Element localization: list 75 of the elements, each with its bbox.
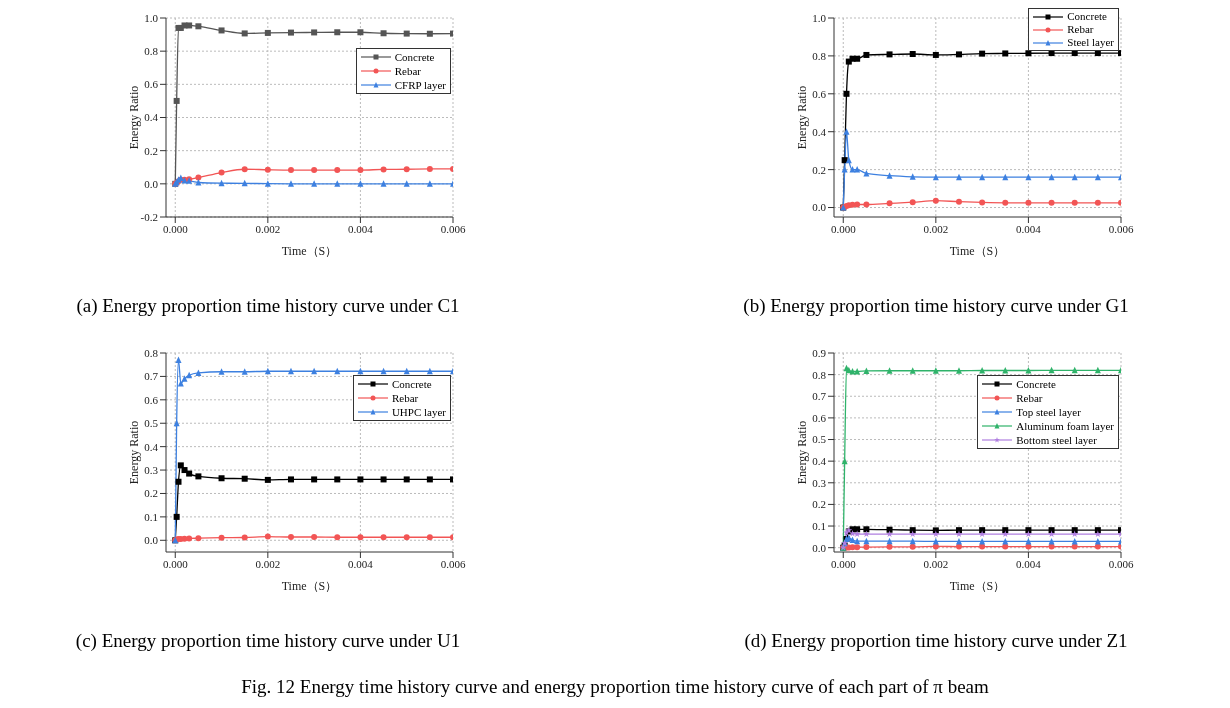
legend-label: Rebar [1016,391,1043,405]
legend-label: Rebar [394,64,422,78]
y-axis-title: Energy Ratio [795,85,810,150]
y-tick-label: 0.6 [144,393,159,406]
x-tick-label: 0.004 [1016,557,1042,570]
x-tick-label: 0.004 [1016,222,1042,235]
y-tick-label: 0.8 [144,45,159,58]
text: (b) Energy proportion time history curve under G1 [742,295,1130,317]
y-tick-label: 0.5 [812,433,827,446]
y-axis-title: Energy Ratio [127,85,142,150]
y-axis-title: Energy Ratio [795,420,810,485]
y-tick-label: 0.4 [812,455,827,468]
x-tick-label: 0.004 [348,557,374,570]
y-tick-label: 0.2 [144,144,158,157]
y-tick-label: 0.0 [144,177,159,190]
x-tick-label: 0.006 [1108,222,1134,235]
legend-label: UHPC layer [391,405,446,419]
legend-label: CFRP layer [394,78,446,92]
x-tick-label: 0.000 [830,557,857,570]
legend-label: Concrete [1067,10,1107,23]
x-tick-label: 0.000 [162,222,189,235]
legend-label: Concrete [391,377,432,391]
y-tick-label: 0.4 [812,125,827,138]
legend-label: Concrete [1016,377,1056,391]
text: (d) Energy proportion time history curve under Z1 [743,630,1129,652]
legend-label: Bottom steel layer [1016,433,1097,447]
y-tick-label: 0.1 [144,510,158,523]
x-tick-label: 0.002 [255,222,281,235]
y-tick-label: 0.6 [812,87,827,100]
y-tick-label: 0.6 [144,78,159,91]
x-axis-title: Time（S） [281,579,338,593]
y-tick-label: 0.1 [812,519,826,532]
y-tick-label: 0.9 [812,346,827,359]
legend-label: Aluminum foam layer [1016,419,1114,433]
y-axis-title: Energy Ratio [127,420,142,485]
legend-label: Steel layer [1067,36,1114,49]
y-tick-label: 0.8 [812,49,827,62]
y-tick-label: 0.7 [812,390,827,403]
legend-label: Rebar [1067,23,1094,36]
y-tick-label: 0.0 [144,534,159,547]
text: (a) Energy proportion time history curve under C1 [75,295,461,317]
y-tick-label: 0.6 [812,411,827,424]
y-tick-label: 0.0 [812,201,827,214]
x-tick-label: 0.002 [255,557,281,570]
x-tick-label: 0.000 [162,557,189,570]
y-tick-label: 0.2 [144,487,158,500]
caption: Fig. 12 Energy time history curve and energy proportion time history curve of each part of π beam [240,676,990,698]
y-tick-label: 0.7 [144,370,159,383]
x-tick-label: 0.006 [1108,557,1134,570]
x-axis-title: Time（S） [949,244,1006,258]
y-tick-label: 0.0 [812,541,827,554]
x-tick-label: 0.000 [830,222,857,235]
legend-label: Rebar [391,391,419,405]
y-tick-label: 0.8 [144,346,159,359]
text: (c) Energy proportion time history curve under U1 [74,630,462,652]
legend-label: Concrete [394,50,435,64]
x-tick-label: 0.004 [348,222,374,235]
x-axis-title: Time（S） [281,244,338,258]
x-tick-label: 0.002 [923,557,949,570]
legend-label: Top steel layer [1016,405,1081,419]
y-tick-label: 0.4 [144,111,159,124]
y-tick-label: 1.0 [812,11,827,24]
x-tick-label: 0.006 [440,222,466,235]
y-tick-label: 0.5 [144,417,159,430]
y-tick-label: 0.3 [144,463,159,476]
x-axis-title: Time（S） [949,579,1006,593]
y-tick-label: 0.4 [144,440,159,453]
y-tick-label: 0.2 [812,498,826,511]
y-tick-label: 0.8 [812,368,827,381]
y-tick-label: 0.2 [812,163,826,176]
y-tick-label: -0.2 [140,210,158,223]
y-tick-label: 0.3 [812,476,827,489]
y-tick-label: 1.0 [144,11,159,24]
x-tick-label: 0.006 [440,557,466,570]
x-tick-label: 0.002 [923,222,949,235]
